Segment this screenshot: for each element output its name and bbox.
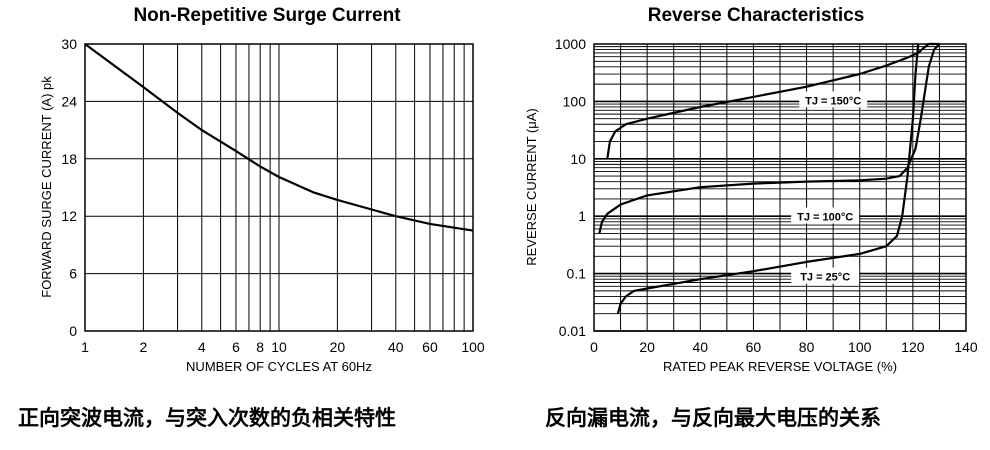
left-x-tick-label: 60 <box>422 339 438 355</box>
right-x-tick-label: 60 <box>746 339 762 355</box>
right-x-tick-label: 20 <box>639 339 655 355</box>
reverse-characteristics-chart: Reverse Characteristics 0.01 0.1 1 10 100 100… <box>524 5 978 374</box>
right-caption: 反向漏电流，与反向最大电压的关系 <box>545 406 881 430</box>
left-y-tick-label: 12 <box>61 208 77 224</box>
right-chart-grid <box>593 44 967 332</box>
left-chart-ylabel: FORWARD SURGE CURRENT (A) pk <box>39 76 54 298</box>
left-y-tick-label: 6 <box>69 266 77 282</box>
temperature-label-bg-1 <box>791 207 860 224</box>
right-x-tick-label: 80 <box>799 339 815 355</box>
left-x-tick-label: 6 <box>232 339 240 355</box>
left-y-tick-label: 30 <box>61 36 77 52</box>
right-x-tick-label: 140 <box>954 339 978 355</box>
right-chart-ylabel: REVERSE CURRENT (μA) <box>524 108 539 266</box>
reverse-current-line-0 <box>606 42 940 159</box>
right-x-tick-label: 120 <box>901 339 925 355</box>
temperature-label-bg-0 <box>799 91 868 108</box>
right-chart-ticks: 0.01 0.1 1 10 100 1000 0 20 40 60 80 100 120 140 <box>555 36 978 355</box>
left-x-tick-label: 1 <box>81 339 89 355</box>
left-x-tick-label: 40 <box>388 339 404 355</box>
left-caption: 正向突波电流，与突入次数的负相关特性 <box>18 406 396 430</box>
right-chart-series <box>598 42 941 314</box>
reverse-current-line-1 <box>598 43 941 234</box>
surge-current-chart: Non-Repetitive Surge Current 06121824301… <box>39 5 485 374</box>
right-x-tick-label: 40 <box>692 339 708 355</box>
right-x-tick-label: 0 <box>590 339 598 355</box>
temperature-label-2: TJ = 25°C <box>800 272 850 284</box>
right-y-tick-label: 100 <box>563 93 587 109</box>
left-chart-series <box>84 43 474 232</box>
left-x-tick-label: 10 <box>271 339 287 355</box>
temperature-label-0: TJ = 150°C <box>805 95 861 107</box>
right-chart-title: Reverse Characteristics <box>648 5 865 26</box>
right-y-tick-label: 0.01 <box>559 323 586 339</box>
left-x-tick-label: 8 <box>256 339 264 355</box>
right-y-tick-label: 1000 <box>555 36 586 52</box>
left-y-tick-label: 24 <box>61 93 77 109</box>
reverse-current-line-2 <box>616 43 920 314</box>
left-x-tick-label: 100 <box>461 339 485 355</box>
left-chart-xlabel: NUMBER OF CYCLES AT 60Hz <box>186 359 372 374</box>
left-chart-title: Non-Repetitive Surge Current <box>133 5 401 26</box>
right-chart-frame <box>593 43 967 332</box>
left-y-tick-label: 18 <box>61 151 77 167</box>
temperature-label-1: TJ = 100°C <box>797 211 853 223</box>
right-x-tick-label: 100 <box>848 339 872 355</box>
right-y-tick-label: 0.1 <box>567 266 587 282</box>
left-x-tick-label: 20 <box>330 339 346 355</box>
surge-current-line <box>84 43 474 232</box>
temperature-label-bg-2 <box>791 267 860 284</box>
right-y-tick-label: 1 <box>578 208 586 224</box>
left-chart-frame <box>84 43 474 332</box>
left-y-tick-label: 0 <box>69 323 77 339</box>
right-y-tick-label: 10 <box>570 151 586 167</box>
right-chart-annotations: TJ = 150°C TJ = 100°C TJ = 25°C <box>791 91 868 284</box>
left-x-tick-label: 2 <box>140 339 148 355</box>
left-x-tick-label: 4 <box>198 339 206 355</box>
right-chart-xlabel: RATED PEAK REVERSE VOLTAGE (%) <box>663 359 897 374</box>
